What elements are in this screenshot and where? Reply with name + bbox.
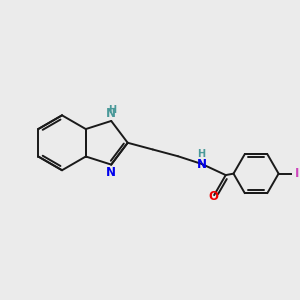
Text: H: H xyxy=(109,105,117,115)
Text: H: H xyxy=(197,149,206,159)
Text: N: N xyxy=(106,107,116,120)
Text: I: I xyxy=(295,167,299,180)
Text: O: O xyxy=(208,190,218,203)
Text: N: N xyxy=(106,166,116,179)
Text: N: N xyxy=(197,158,207,171)
